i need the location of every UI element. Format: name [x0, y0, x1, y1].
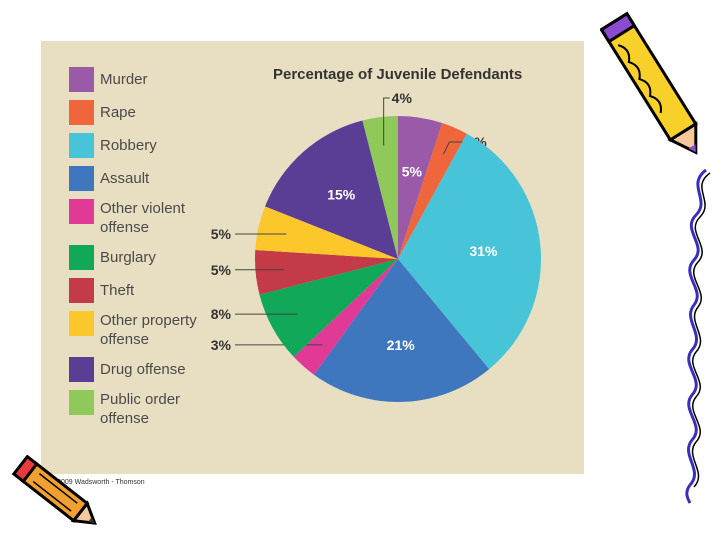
- pie-slice-drug-offense: [265, 120, 398, 259]
- legend-swatch: [69, 133, 94, 158]
- pie-slice-public-order-offense: [362, 116, 398, 259]
- legend-label: Rape: [100, 104, 136, 121]
- legend-label-line: Other violent: [100, 200, 186, 217]
- legend-item-other-violent: Other violent offense: [69, 199, 209, 237]
- pie-slice-label: 5%: [211, 226, 232, 242]
- legend-label: Other property offense: [100, 311, 197, 349]
- pie-slice-label: 31%: [469, 243, 498, 259]
- squiggle-border: [685, 168, 711, 504]
- copyright-text: © 2009 Wadsworth - Thomson: [50, 479, 145, 486]
- pencil-icon: [11, 455, 97, 525]
- pie-slice-label: 5%: [211, 262, 232, 278]
- pie-slice-label: 8%: [211, 306, 232, 322]
- chart-panel: Percentage of Juvenile Defendants Murder…: [41, 41, 584, 474]
- pie-chart: 5%3%31%21%3%8%5%5%15%4%: [211, 90, 541, 402]
- pie-slice-other-violent-offense: [293, 259, 398, 375]
- legend-swatch: [69, 166, 94, 191]
- legend-item-assault: Assault: [69, 166, 209, 191]
- leader-line: [383, 97, 390, 146]
- legend-label: Public order offense: [100, 390, 180, 428]
- legend-swatch: [69, 199, 94, 224]
- legend-item-other-property: Other property offense: [69, 311, 209, 349]
- legend-item-public-order: Public order offense: [69, 390, 209, 428]
- legend-swatch: [69, 100, 94, 125]
- pie-slice-label: 4%: [392, 90, 413, 106]
- legend-label: Drug offense: [100, 361, 186, 378]
- pie-slice-label: 15%: [327, 187, 356, 203]
- legend-label: Robbery: [100, 137, 157, 154]
- pie-slice-label: 5%: [402, 163, 423, 179]
- legend-label-line: offense: [100, 331, 149, 348]
- legend-label: Burglary: [100, 249, 156, 266]
- legend-label: Other violent offense: [100, 199, 185, 237]
- legend-item-robbery: Robbery: [69, 133, 209, 158]
- chart-title: Percentage of Juvenile Defendants: [273, 66, 523, 83]
- legend-item-drug: Drug offense: [69, 357, 209, 382]
- pie-slice-assault: [313, 259, 490, 402]
- legend: Murder Rape Robbery Assault Other violen…: [69, 67, 209, 436]
- legend-label: Theft: [100, 282, 135, 299]
- pie-slice-robbery: [398, 133, 541, 370]
- pie-slice-theft: [255, 250, 398, 295]
- legend-swatch: [69, 245, 94, 270]
- legend-label: Assault: [100, 170, 150, 187]
- legend-label-line: Other property: [100, 312, 197, 329]
- leader-line: [442, 141, 464, 155]
- legend-label: Murder: [100, 71, 148, 88]
- legend-label-line: Public order: [100, 391, 181, 408]
- legend-item-murder: Murder: [69, 67, 209, 92]
- legend-item-rape: Rape: [69, 100, 209, 125]
- legend-swatch: [69, 278, 94, 303]
- pie-slice-label: 3%: [211, 337, 232, 353]
- legend-item-burglary: Burglary: [69, 245, 209, 270]
- pie-slice-murder: [398, 116, 443, 259]
- legend-swatch: [69, 390, 94, 415]
- legend-swatch: [69, 67, 94, 92]
- legend-item-theft: Theft: [69, 278, 209, 303]
- legend-label-line: offense: [100, 219, 149, 236]
- pie-slice-label: 21%: [387, 337, 416, 353]
- pie-slice-burglary: [259, 259, 398, 357]
- legend-swatch: [69, 311, 94, 336]
- pencil-icon: [600, 11, 698, 155]
- legend-swatch: [69, 357, 94, 382]
- legend-label-line: offense: [100, 410, 149, 427]
- pie-slice-rape: [398, 122, 467, 259]
- pie-slice-other-property-offense: [255, 206, 398, 259]
